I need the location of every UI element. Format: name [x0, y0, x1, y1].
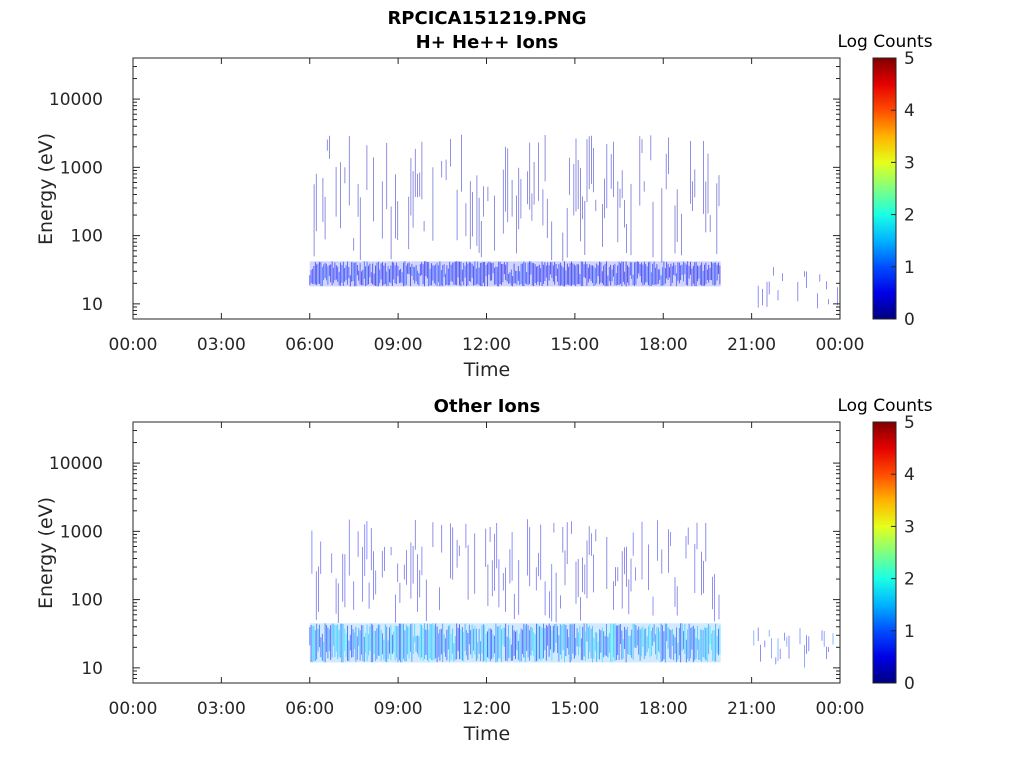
panel-1-colorbar-label: Log Counts — [837, 32, 932, 52]
x-tick-label: 00:00 — [816, 699, 865, 719]
x-tick-label: 18:00 — [639, 335, 688, 355]
colorbar-tick-label: 4 — [904, 465, 915, 485]
y-tick-label: 10000 — [49, 454, 103, 474]
y-tick-label: 10 — [81, 295, 103, 315]
x-tick-label: 00:00 — [816, 335, 865, 355]
x-tick-label: 15:00 — [550, 699, 599, 719]
panel-2-ylabel: Energy (eV) — [35, 497, 57, 609]
x-tick-label: 00:00 — [109, 335, 158, 355]
panel-2-xlabel: Time — [463, 723, 511, 745]
panel-2-colorbar: 0 1 2 3 4 5 — [872, 413, 915, 694]
panel-1-title: H+ He++ Ions — [416, 32, 559, 53]
colorbar-tick-label: 5 — [904, 49, 915, 69]
colorbar-tick-label: 2 — [904, 570, 915, 590]
x-tick-label: 12:00 — [462, 335, 511, 355]
panel-1-ylabel: Energy (eV) — [35, 133, 57, 245]
x-tick-label: 03:00 — [197, 699, 246, 719]
panel-2-title: Other Ions — [434, 396, 541, 417]
colorbar-tick-label: 4 — [904, 101, 915, 121]
panel-2-colorbar-label: Log Counts — [837, 396, 932, 416]
y-tick-label: 10000 — [49, 90, 103, 110]
y-tick-label: 100 — [71, 591, 103, 611]
y-tick-label: 10 — [81, 659, 103, 679]
colorbar-tick-label: 2 — [904, 206, 915, 226]
y-tick-label: 100 — [71, 227, 103, 247]
x-tick-label: 12:00 — [462, 699, 511, 719]
colorbar-gradient — [872, 57, 897, 320]
panel-h-he-ions: H+ He++ Ions 00:00 03:00 06:00 09:00 12:00 15… — [35, 32, 933, 381]
y-tick-label: 1000 — [60, 158, 103, 178]
x-tick-label: 09:00 — [374, 699, 423, 719]
colorbar-tick-label: 5 — [904, 413, 915, 433]
x-tick-label: 09:00 — [374, 335, 423, 355]
colorbar-tick-label: 0 — [904, 674, 915, 694]
panel-1-ticks: 00:00 03:00 06:00 09:00 12:00 15:00 18:00 21:00… — [49, 57, 865, 355]
panel-other-ions: Other Ions 00:00 03:00 06:00 09:00 12:00 15:0… — [35, 396, 933, 745]
x-tick-label: 06:00 — [285, 699, 334, 719]
x-tick-label: 00:00 — [109, 699, 158, 719]
colorbar-tick-label: 3 — [904, 153, 915, 173]
colorbar-gradient — [872, 421, 897, 684]
colorbar-tick-label: 1 — [904, 258, 915, 278]
panel-2-spectrogram — [309, 519, 834, 668]
colorbar-tick-label: 1 — [904, 622, 915, 642]
panel-2-ticks: 00:00 03:00 06:00 09:00 12:00 15:00 18:00 21:00… — [49, 421, 865, 719]
colorbar-tick-label: 0 — [904, 310, 915, 330]
x-tick-label: 18:00 — [639, 699, 688, 719]
panel-1-spectrogram — [309, 134, 838, 309]
figure-title: RPCICA151219.PNG — [387, 8, 586, 29]
y-tick-label: 1000 — [60, 522, 103, 542]
x-tick-label: 03:00 — [197, 335, 246, 355]
panel-1-xlabel: Time — [463, 359, 511, 381]
x-tick-label: 21:00 — [727, 335, 776, 355]
x-tick-label: 21:00 — [727, 699, 776, 719]
x-tick-label: 15:00 — [550, 335, 599, 355]
colorbar-tick-label: 3 — [904, 517, 915, 537]
x-tick-label: 06:00 — [285, 335, 334, 355]
panel-1-colorbar: 0 1 2 3 4 5 — [872, 49, 915, 330]
